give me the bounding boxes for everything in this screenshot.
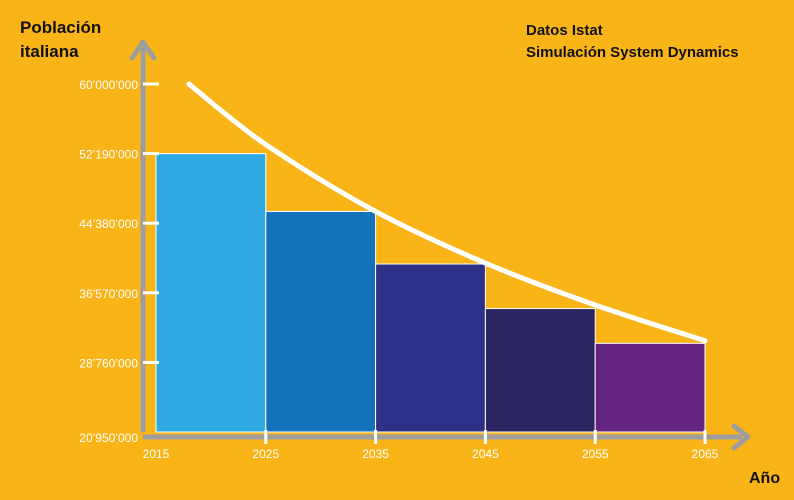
y-axis-title-line-1: Población [20,18,102,37]
source-note: Datos Istat Simulación System Dynamics [526,20,739,64]
y-tick-label-1: 28’760’000 [79,356,138,370]
y-axis-title-line-2: italiana [20,42,79,61]
y-tick-label-2: 36’570’000 [79,287,138,301]
bar-1 [265,210,377,433]
bar-3 [484,308,596,433]
y-tick-label-3: 44’380’000 [79,217,138,231]
bar-0 [155,153,267,433]
source-note-line-1: Datos Istat [526,22,603,39]
bar-4 [594,342,706,433]
x-tick-label-2: 2035 [362,447,389,461]
source-note-line-2: Simulación System Dynamics [526,44,739,61]
x-axis-arrow [731,423,751,451]
y-axis-arrow [129,39,157,61]
y-tick-label-0: 20’950’000 [79,431,138,445]
x-tick-label-3: 2045 [472,447,499,461]
y-tick-label-5: 60’000’000 [79,78,138,92]
x-tick-label-1: 2025 [252,447,279,461]
x-axis-title: Año [749,470,781,487]
y-tick-label-4: 52’190’000 [79,148,138,162]
x-tick-label-0: 2015 [143,447,170,461]
x-tick-label-5: 2065 [692,447,719,461]
trend-curve [186,81,708,344]
bar-2 [375,263,486,433]
x-tick-label-4: 2055 [582,447,609,461]
y-axis-title: Población italiana [20,16,101,64]
